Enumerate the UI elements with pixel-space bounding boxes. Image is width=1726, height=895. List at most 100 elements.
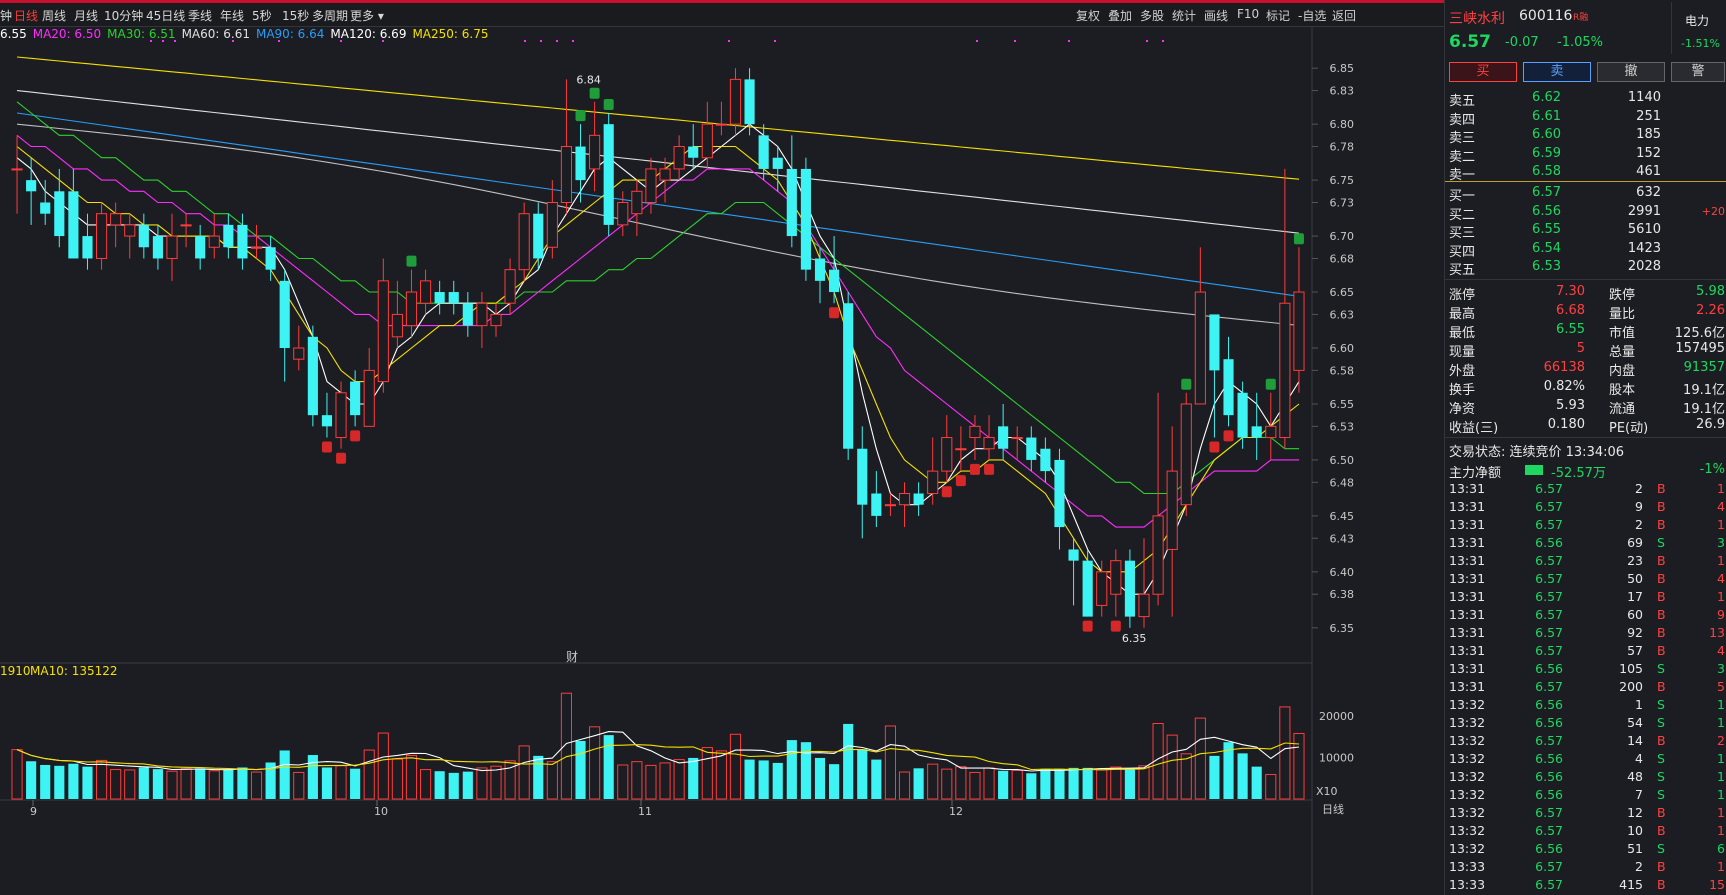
tick-volume: 10 xyxy=(1627,823,1643,838)
period-tab-0[interactable]: 日线 xyxy=(14,9,39,23)
price-axis: 6.85 6.83 6.80 6.78 6.75 6.73 6.70 6.68 6.65 6.63… xyxy=(1312,62,1354,635)
candle-body xyxy=(518,213,530,271)
toolbar-button-3[interactable]: 统计 xyxy=(1172,9,1197,23)
price-axis-label: 6.35 xyxy=(1330,622,1355,635)
tick-side: B xyxy=(1657,679,1666,694)
order-book-volume: 5610 xyxy=(1627,222,1661,237)
candle xyxy=(857,426,868,799)
toolbar-button-0[interactable]: 复权 xyxy=(1076,9,1101,23)
volume-bar xyxy=(434,771,445,799)
candle-body xyxy=(195,236,206,259)
candle xyxy=(265,236,276,799)
trade-button-0[interactable]: 买 xyxy=(1449,62,1517,82)
volume-bar xyxy=(223,769,234,799)
tick-price: 6.56 xyxy=(1535,751,1563,766)
period-tab-partial[interactable]: 钟 xyxy=(0,9,13,23)
period-tab-1[interactable]: 周线 xyxy=(42,9,67,23)
tick-time: 13:33 xyxy=(1449,877,1486,892)
volume-bar xyxy=(1011,769,1023,800)
candle-body xyxy=(1237,392,1248,438)
volume-bar xyxy=(1054,768,1065,799)
tick-count: 4 xyxy=(1717,643,1725,658)
kline-chart[interactable]: 6.85 6.83 6.80 6.78 6.75 6.73 6.70 6.68 6.65 6.63… xyxy=(0,27,1444,895)
stat-value: 7.30 xyxy=(1556,284,1585,299)
candle xyxy=(82,213,93,799)
trade-button-1[interactable]: 卖 xyxy=(1523,62,1591,82)
month-label: 11 xyxy=(638,805,652,818)
toolbar-button-7[interactable]: -自选 xyxy=(1298,9,1327,23)
margin-badge: R融 xyxy=(1573,13,1589,23)
candle-body xyxy=(82,236,93,259)
candle xyxy=(673,135,685,800)
candle xyxy=(1180,392,1192,800)
tick-side: B xyxy=(1657,877,1666,892)
tick-row: 13:32 6.57 12 B 1 xyxy=(1445,805,1726,823)
volume-bar xyxy=(350,768,361,799)
candle-body xyxy=(250,246,263,249)
candle-body xyxy=(321,415,333,427)
period-tab-10[interactable]: 更多 ▾ xyxy=(350,9,384,23)
volume-bar xyxy=(857,749,868,799)
toolbar-button-1[interactable]: 叠加 xyxy=(1108,9,1133,23)
order-book-price: 6.57 xyxy=(1532,185,1561,200)
price-axis-label: 6.80 xyxy=(1330,118,1355,131)
price-axis-label: 6.85 xyxy=(1330,62,1355,75)
candle-body xyxy=(701,123,713,159)
price-axis-label: 6.38 xyxy=(1330,588,1355,601)
sell-signal-marker xyxy=(603,98,614,110)
toolbar-button-2[interactable]: 多股 xyxy=(1140,9,1165,23)
candle xyxy=(1265,392,1277,800)
ma10-line xyxy=(16,145,1300,573)
toolbar-button-4[interactable]: 画线 xyxy=(1204,9,1229,23)
candle-body xyxy=(293,347,305,360)
candle xyxy=(955,426,967,800)
trade-button-2[interactable]: 撤 xyxy=(1597,62,1665,82)
period-tab-5[interactable]: 季线 xyxy=(188,9,213,23)
tick-side: S xyxy=(1657,841,1665,856)
tick-side: B xyxy=(1657,517,1666,532)
tick-price: 6.56 xyxy=(1535,787,1563,802)
candle-body xyxy=(715,123,727,126)
period-tab-3[interactable]: 10分钟 xyxy=(104,9,144,23)
candle xyxy=(504,258,516,800)
period-tab-6[interactable]: 年线 xyxy=(220,9,245,23)
sector-change-pct: -1.51% xyxy=(1681,37,1720,50)
period-tab-9[interactable]: 多周期 xyxy=(312,9,349,23)
stock-name[interactable]: 三峡水利 xyxy=(1449,11,1505,27)
tick-count: 4 xyxy=(1717,571,1725,586)
tick-side: B xyxy=(1657,805,1666,820)
toolbar-button-5[interactable]: F10 xyxy=(1237,7,1260,21)
quote-panel: 三峡水利 600116 R融 电力 6.57 -0.07 -1.05% -1.51% 买卖撤警卖… xyxy=(1444,0,1726,895)
period-tab-2[interactable]: 月线 xyxy=(74,9,99,23)
price-change-pct: -1.05% xyxy=(1557,35,1603,50)
tick-side: B xyxy=(1657,859,1666,874)
tick-volume: 17 xyxy=(1627,589,1643,604)
period-tab-4[interactable]: 45日线 xyxy=(146,9,186,23)
period-tab-7[interactable]: 5秒 xyxy=(252,9,272,23)
trade-button-3[interactable]: 警 xyxy=(1671,62,1725,82)
price-axis-label: 6.73 xyxy=(1330,197,1355,210)
toolbar-button-6[interactable]: 标记 xyxy=(1266,9,1291,23)
price-axis-label: 6.58 xyxy=(1330,364,1355,377)
tick-list[interactable]: 13:31 6.57 2 B 1 13:31 6.57 9 B 4 13:31 6.57 2 B 1 13:3… xyxy=(1445,481,1726,895)
volume-ma10-line xyxy=(16,742,1300,771)
price-axis-label: 6.83 xyxy=(1330,85,1355,98)
tick-time: 13:31 xyxy=(1449,625,1486,640)
tick-time: 13:32 xyxy=(1449,787,1486,802)
tick-volume: 4 xyxy=(1635,751,1643,766)
tick-count: 1 xyxy=(1717,751,1725,766)
tick-price: 6.57 xyxy=(1535,607,1563,622)
buy-signal-marker xyxy=(984,463,995,475)
toolbar-button-8[interactable]: 返回 xyxy=(1332,9,1357,23)
candle xyxy=(518,202,530,800)
candle xyxy=(913,482,924,799)
sector-name[interactable]: 电力 xyxy=(1685,14,1710,28)
candle xyxy=(941,415,953,800)
candle xyxy=(166,213,178,800)
stat-value: 2.26 xyxy=(1696,303,1725,318)
volume-bar xyxy=(659,762,671,800)
tick-price: 6.56 xyxy=(1535,715,1563,730)
stat-label: 总量 xyxy=(1609,345,1636,360)
order-book-label: 卖二 xyxy=(1449,149,1476,165)
period-tab-8[interactable]: 15秒 xyxy=(282,9,310,23)
